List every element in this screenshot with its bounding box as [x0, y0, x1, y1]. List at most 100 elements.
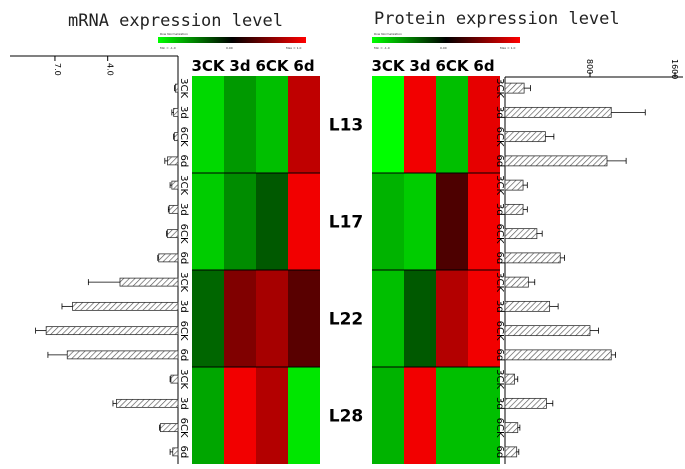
mrna-heatmap-cell [288, 173, 320, 270]
protein-bar [504, 446, 518, 458]
protein-row-label: 6CK [494, 127, 505, 147]
protein-bar [504, 228, 538, 240]
gene-group-label: L22 [329, 310, 364, 330]
protein-row-label: 3d [494, 203, 505, 216]
protein-heatmap-cell [468, 76, 500, 173]
mrna-bar [119, 277, 179, 287]
mrna-row-label: 3d [178, 106, 189, 119]
mrna-bar [72, 301, 179, 311]
protein-scale-caption: Row Normalization [374, 32, 402, 36]
protein-heatmap-cell [468, 173, 500, 270]
mrna-bar [171, 180, 179, 190]
gene-group-labels: L13 L17 L22 L28 [329, 116, 364, 427]
mrna-heatmap-cell [224, 173, 256, 270]
mrna-row-label: 3CK [178, 272, 189, 292]
mrna-heatmap-cell [256, 367, 288, 464]
mrna-title: mRNA expression level [68, 11, 283, 31]
protein-row-label: 6d [494, 349, 505, 362]
mrna-row-label: 3d [178, 397, 189, 410]
mrna-bar [174, 83, 179, 93]
protein-bar [504, 300, 551, 312]
protein-bar [504, 131, 546, 143]
protein-bar [504, 373, 515, 385]
mrna-bar-chart: 7.0 4.0 3CK 3d 6CK 6d 3CK 3d 6CK 6d 3CK 3d 6CK 6d 3CK 3… [10, 55, 189, 464]
protein-heatmap-cell [372, 76, 404, 173]
protein-scale-max: Max = 1.0 [500, 46, 515, 50]
protein-bar [504, 155, 608, 167]
mrna-scale-mid: 0.00 [226, 46, 233, 50]
gene-group-label: L28 [329, 407, 364, 427]
mrna-heatmap-cell [256, 76, 288, 173]
protein-bar [504, 179, 524, 191]
mrna-axis-tick-label: 7.0 [53, 63, 62, 76]
mrna-heatmap-cell [288, 270, 320, 367]
protein-row-label: 6CK [494, 418, 505, 438]
mrna-heatmap-cell [192, 270, 224, 367]
mrna-heatmap: 3CK 3d 6CK 6d [191, 57, 320, 464]
protein-scale-min: Min = -1.0 [374, 46, 390, 50]
mrna-row-label: 3CK [178, 175, 189, 195]
protein-row-label: 3d [494, 300, 505, 313]
mrna-row-label: 3CK [178, 369, 189, 389]
protein-row-label: 6d [494, 446, 505, 459]
mrna-scale-min: Min = -1.0 [160, 46, 176, 50]
protein-row-label: 3CK [494, 272, 505, 292]
protein-heatmap-cell [468, 367, 500, 464]
protein-bar [504, 106, 612, 118]
mrna-bar [172, 447, 179, 457]
protein-bar [504, 203, 524, 215]
protein-bar [504, 422, 519, 434]
protein-bar [504, 325, 591, 337]
mrna-heatmap-cell [224, 270, 256, 367]
protein-bar [504, 276, 529, 288]
gene-group-label: L17 [329, 213, 364, 233]
protein-row-label: 3CK [494, 369, 505, 389]
mrna-bar [45, 326, 179, 336]
protein-heatmap-cell [404, 270, 436, 367]
mrna-scale-caption: Row Normalization [160, 32, 188, 36]
mrna-bar [160, 423, 179, 433]
protein-row-label: 3d [494, 106, 505, 119]
protein-row-label: 6d [494, 252, 505, 265]
protein-bar [504, 82, 525, 94]
mrna-bar [173, 107, 179, 117]
protein-heatmap-cell [404, 367, 436, 464]
protein-row-label: 3d [494, 397, 505, 410]
mrna-row-label: 3d [178, 203, 189, 216]
mrna-row-label: 6d [178, 155, 189, 168]
protein-heatmap-cell [436, 270, 468, 367]
mrna-heatmap-cell [224, 367, 256, 464]
mrna-bar [167, 229, 179, 239]
mrna-bar [158, 253, 179, 263]
protein-heatmap-col-label: 6CK [435, 57, 469, 75]
protein-row-label: 3CK [494, 78, 505, 98]
mrna-color-scale [158, 37, 306, 43]
mrna-row-label: 6CK [178, 127, 189, 147]
protein-heatmap-cell [372, 173, 404, 270]
mrna-axis-tick-label: 4.0 [106, 63, 115, 76]
protein-bar [504, 349, 612, 361]
mrna-row-label: 6d [178, 349, 189, 362]
protein-bar-chart: 800 1600 3CK 3d 6CK 6d 3CK 3d 6CK 6d 3CK 3d 6CK 6d 3CK… [494, 59, 683, 464]
mrna-heatmap-col-label: 6d [293, 57, 314, 75]
mrna-row-label: 6CK [178, 321, 189, 341]
mrna-heatmap-cell [192, 367, 224, 464]
protein-row-label: 6CK [494, 224, 505, 244]
mrna-row-label: 3CK [178, 78, 189, 98]
mrna-heatmap-cell [288, 76, 320, 173]
protein-heatmap-cell [372, 367, 404, 464]
mrna-bar [167, 156, 179, 166]
mrna-heatmap-cell [192, 173, 224, 270]
mrna-bar [174, 132, 179, 142]
protein-scale-mid: 0.00 [440, 46, 447, 50]
mrna-heatmap-cell [192, 76, 224, 173]
protein-heatmap-cell [404, 76, 436, 173]
protein-color-scale [372, 37, 520, 43]
protein-axis-tick-label: 1600 [670, 59, 679, 79]
mrna-row-label: 3d [178, 300, 189, 313]
protein-axis-tick-label: 800 [585, 59, 594, 74]
mrna-scale-max: Max = 1.0 [286, 46, 301, 50]
mrna-bar [168, 204, 179, 214]
mrna-row-label: 6CK [178, 418, 189, 438]
protein-bar [504, 397, 547, 409]
